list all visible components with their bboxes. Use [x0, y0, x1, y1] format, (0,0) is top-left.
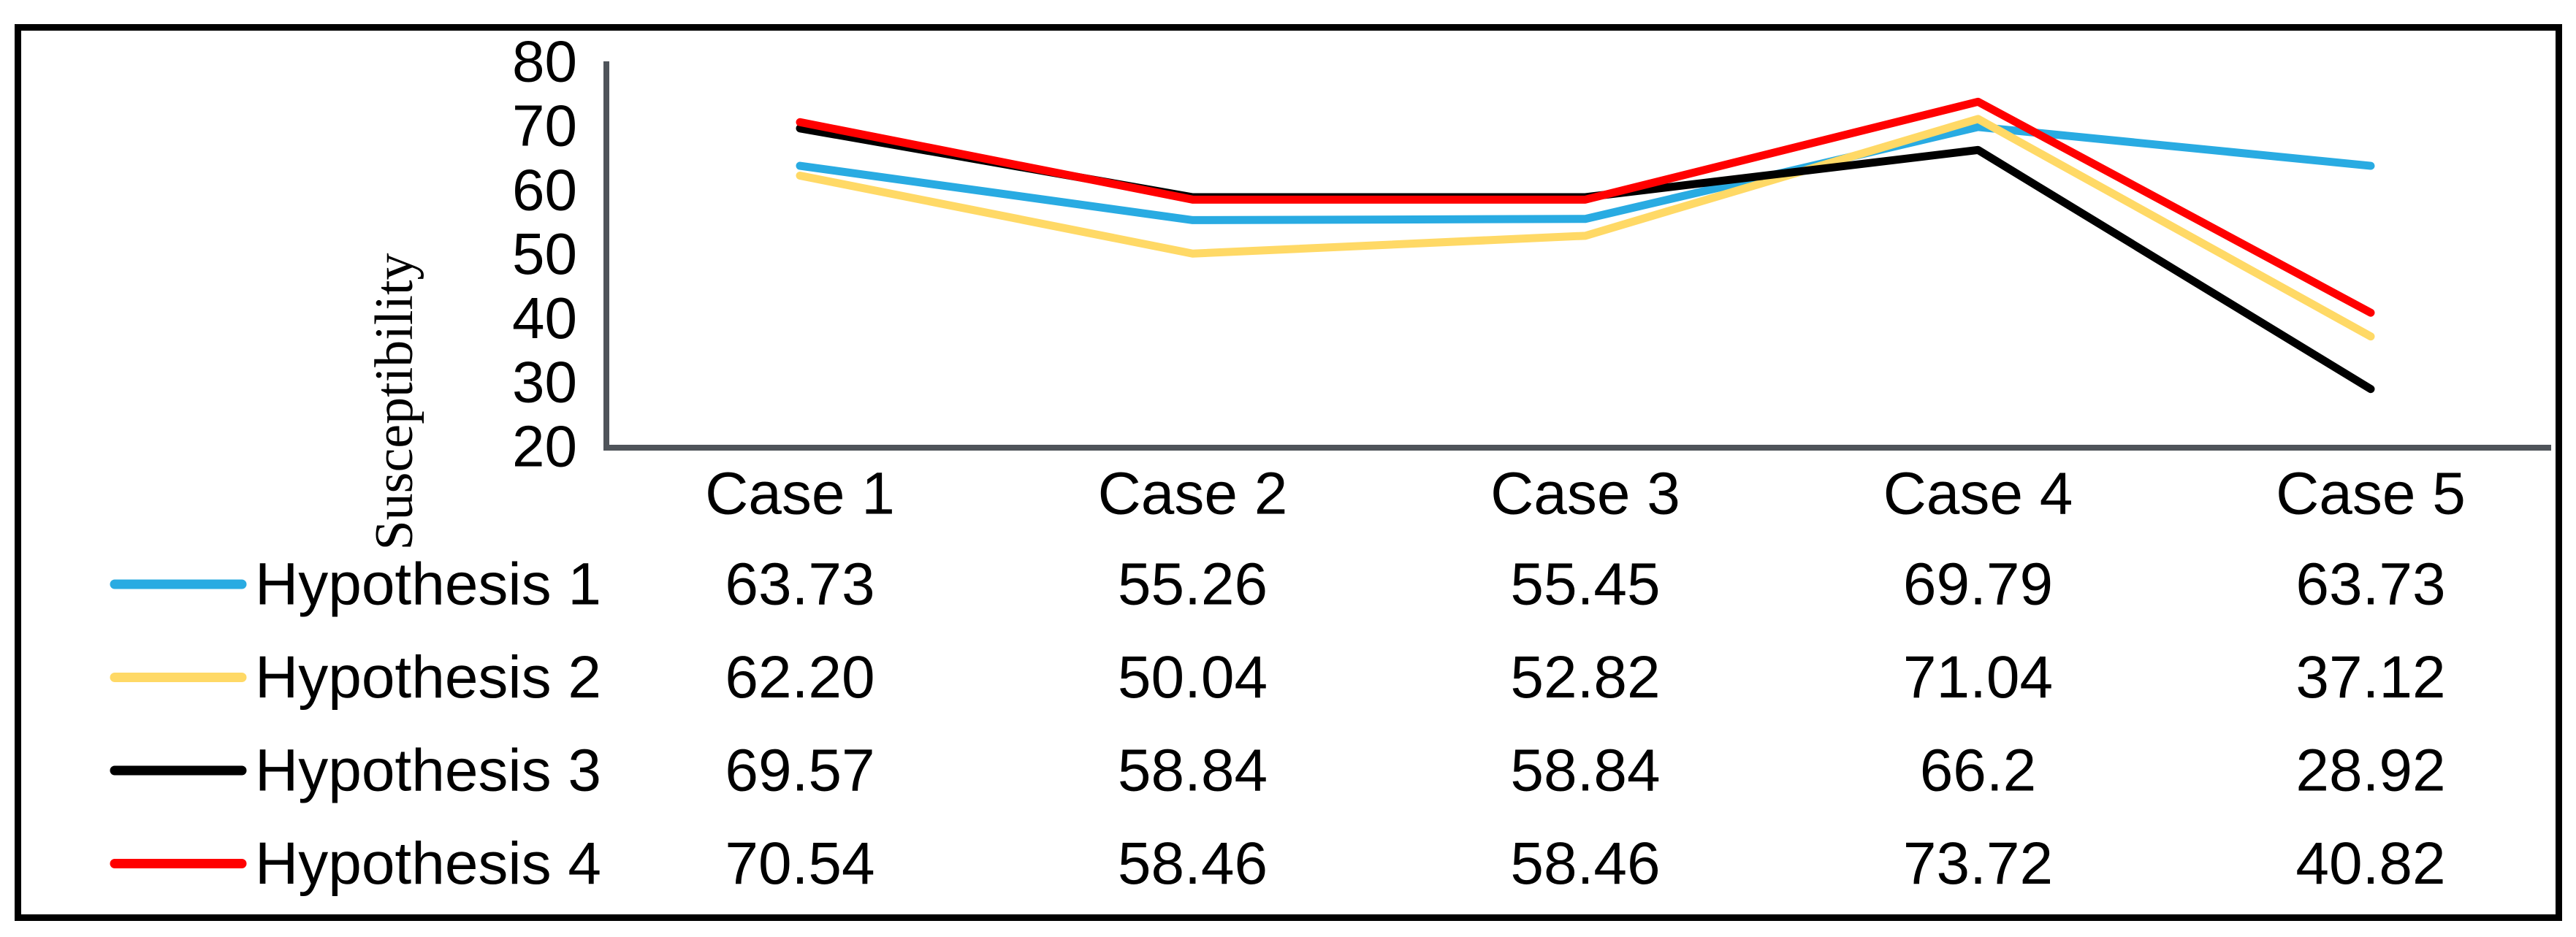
series-line-hypothesis-2 [796, 115, 2375, 341]
table-cell-hypothesis-2-case-5: 37.12 [2295, 644, 2445, 711]
category-label-case-4: Case 4 [1883, 461, 2073, 527]
table-cell-hypothesis-1-case-1: 63.73 [725, 551, 874, 618]
table-cell-hypothesis-4-case-3: 58.46 [1510, 830, 1660, 897]
table-cell-hypothesis-3-case-3: 58.84 [1510, 738, 1660, 804]
category-label-case-2: Case 2 [1098, 461, 1288, 527]
category-label-case-5: Case 5 [2276, 461, 2466, 527]
y-tick-label-20: 20 [512, 414, 577, 479]
table-cell-hypothesis-1-case-3: 55.45 [1510, 551, 1660, 618]
y-tick-label-70: 70 [512, 93, 577, 158]
data-table-values: 63.73 55.26 55.45 69.79 63.73 62.20 50.04 52.82… [725, 551, 2445, 898]
table-cell-hypothesis-3-case-4: 66.2 [1920, 738, 2037, 804]
y-tick-label-30: 30 [512, 350, 577, 415]
y-tick-label-60: 60 [512, 157, 577, 222]
legend-label-hypothesis-4: Hypothesis 4 [255, 830, 601, 897]
y-axis-title: Susceptibility [365, 253, 424, 551]
legend-label-hypothesis-3: Hypothesis 3 [255, 738, 601, 804]
x-axis-category-labels: Case 1 Case 2 Case 3 Case 4 Case 5 [705, 461, 2466, 527]
y-tick-label-50: 50 [512, 221, 577, 286]
legend-label-hypothesis-1: Hypothesis 1 [255, 551, 601, 618]
y-tick-label-80: 80 [512, 29, 577, 94]
table-cell-hypothesis-2-case-4: 71.04 [1903, 644, 2053, 711]
table-cell-hypothesis-4-case-5: 40.82 [2295, 830, 2445, 897]
series-lines [796, 97, 2375, 394]
series-line-hypothesis-1 [796, 123, 2375, 224]
series-line-hypothesis-4 [796, 97, 2375, 317]
category-label-case-3: Case 3 [1490, 461, 1680, 527]
table-cell-hypothesis-3-case-2: 58.84 [1118, 738, 1268, 804]
table-cell-hypothesis-1-case-5: 63.73 [2295, 551, 2445, 618]
table-cell-hypothesis-4-case-4: 73.72 [1903, 830, 2053, 897]
figure-border [15, 24, 2562, 921]
table-cell-hypothesis-4-case-2: 58.46 [1118, 830, 1268, 897]
table-cell-hypothesis-2-case-2: 50.04 [1118, 644, 1268, 711]
table-cell-hypothesis-4-case-1: 70.54 [725, 830, 874, 897]
table-cell-hypothesis-2-case-1: 62.20 [725, 644, 874, 711]
table-cell-hypothesis-3-case-1: 69.57 [725, 738, 874, 804]
y-tick-label-40: 40 [512, 286, 577, 351]
legend: Hypothesis 1 Hypothesis 2 Hypothesis 3 Hypo… [110, 551, 601, 897]
table-cell-hypothesis-1-case-2: 55.26 [1118, 551, 1268, 618]
category-label-case-1: Case 1 [705, 461, 895, 527]
table-cell-hypothesis-2-case-3: 52.82 [1510, 644, 1660, 711]
table-cell-hypothesis-1-case-4: 69.79 [1903, 551, 2053, 618]
legend-label-hypothesis-2: Hypothesis 2 [255, 644, 601, 711]
table-cell-hypothesis-3-case-5: 28.92 [2295, 738, 2445, 804]
